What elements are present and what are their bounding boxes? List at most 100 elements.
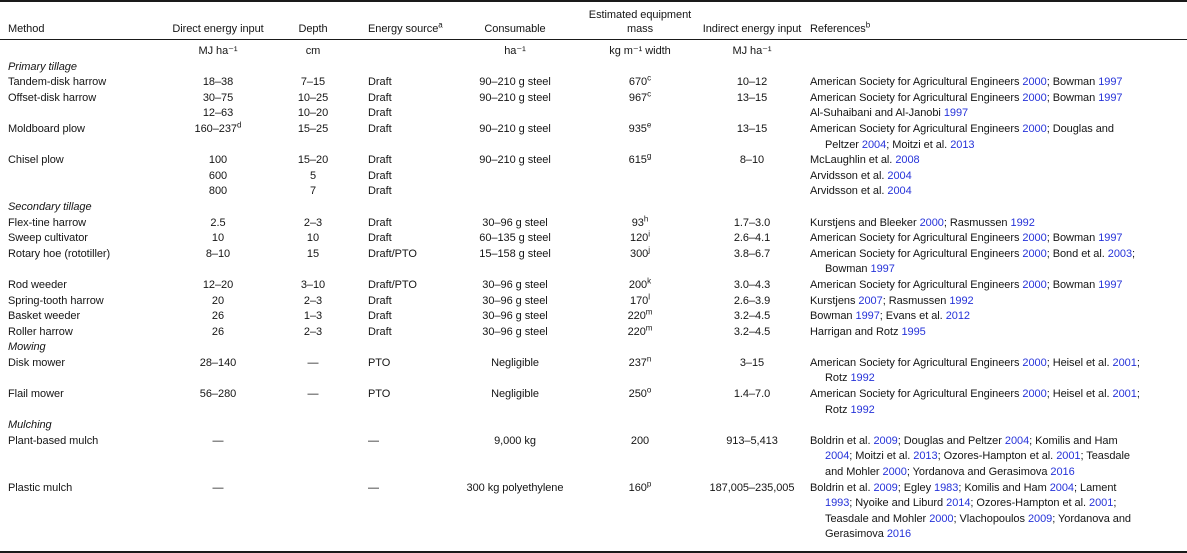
- citation-year-link[interactable]: 2016: [886, 528, 912, 541]
- cell-equipment-mass: 935e: [628, 120, 652, 135]
- citation-year-link[interactable]: 2000: [882, 466, 907, 479]
- cell-consumable: 30–96 g steel: [482, 216, 548, 229]
- citation-year-link[interactable]: 2001: [1089, 497, 1114, 510]
- citation-year-link[interactable]: 2009: [873, 434, 898, 447]
- cell-direct-energy-input: 20: [211, 294, 225, 307]
- cell-consumable: Negligible: [491, 388, 539, 401]
- footnote-marker: o: [646, 385, 652, 395]
- citation-year-link[interactable]: 2000: [1022, 247, 1047, 260]
- citation-year-link[interactable]: 2001: [1056, 450, 1081, 463]
- citation-year-link[interactable]: 1997: [1098, 91, 1123, 104]
- column-header-refs: Referencesb: [810, 19, 871, 35]
- footnote-marker: k: [647, 276, 652, 286]
- citation-year-link[interactable]: 2000: [1022, 76, 1047, 89]
- citation-year-link[interactable]: 2016: [1050, 466, 1075, 479]
- cell-direct-energy-input: 30–75: [202, 91, 234, 104]
- cell-indirect-energy-input: [700, 106, 804, 122]
- citation-year-link[interactable]: 1997: [870, 263, 895, 276]
- citation-year-link[interactable]: 2004: [861, 138, 887, 151]
- column-header-source: Energy sourcea: [368, 19, 443, 35]
- citation-year-link[interactable]: 2000: [1022, 278, 1047, 291]
- citation-year-link[interactable]: 1997: [1098, 232, 1123, 245]
- footnote-marker: i: [648, 229, 650, 239]
- citation-year-link[interactable]: 2004: [1049, 481, 1075, 494]
- citation-year-link[interactable]: 2007: [858, 294, 883, 307]
- cell-depth: 15–25: [297, 122, 329, 135]
- cell-method: Roller harrow: [8, 325, 73, 338]
- cell-direct-energy-input: —: [212, 481, 224, 494]
- citation-year-link[interactable]: 2004: [887, 169, 912, 182]
- citation-year-link[interactable]: 2009: [1027, 512, 1053, 525]
- cell-indirect-energy-input: 8–10: [739, 154, 765, 167]
- citation-year-link[interactable]: 2003: [1107, 247, 1133, 260]
- citation-year-link[interactable]: 1997: [1098, 278, 1123, 291]
- section-title: Secondary tillage: [8, 200, 92, 213]
- cell-depth: 3–10: [300, 278, 326, 291]
- cell-indirect-energy-input: 3–15: [739, 356, 765, 369]
- table-header-row: Method Direct energy input Depth Energy sou…: [0, 0, 1187, 40]
- citation-year-link[interactable]: 2000: [1022, 122, 1047, 135]
- citation-year-link[interactable]: 1992: [949, 294, 974, 307]
- cell-depth: 10–25: [297, 91, 329, 104]
- cell-direct-energy-input: 18–38: [202, 76, 234, 89]
- cell-method: Spring-tooth harrow: [8, 294, 104, 307]
- cell-equipment-mass: 615g: [628, 151, 652, 167]
- cell-references: American Society for Agricultural Engine…: [810, 232, 1123, 245]
- cell-equipment-mass: 967c: [628, 89, 652, 104]
- citation-year-link[interactable]: 1995: [901, 325, 926, 338]
- citation-year-link[interactable]: 1997: [855, 310, 880, 323]
- table-row: Roller harrow 26 2–3 Draft 30–96 g steel 220m…: [0, 323, 1187, 341]
- cell-consumable: [450, 184, 580, 200]
- citation-year-link[interactable]: 2013: [913, 450, 938, 463]
- citation-year-link[interactable]: 1992: [850, 403, 875, 416]
- cell-method: Tandem-disk harrow: [8, 76, 107, 89]
- citation-year-link[interactable]: 2000: [929, 512, 954, 525]
- citation-year-link[interactable]: 2004: [1004, 434, 1030, 447]
- cell-energy-source: Draft: [368, 232, 392, 245]
- column-unit-source: [358, 44, 450, 60]
- citation-year-link[interactable]: 2000: [1022, 232, 1047, 245]
- cell-equipment-mass: [580, 184, 700, 200]
- column-unit-depth: cm: [305, 45, 321, 57]
- citation-year-link[interactable]: 2001: [1112, 356, 1137, 369]
- cell-direct-energy-input: —: [212, 434, 224, 447]
- citation-year-link[interactable]: 2000: [1022, 91, 1047, 104]
- citation-year-link[interactable]: 2012: [945, 310, 970, 323]
- citation-year-link[interactable]: 2014: [946, 497, 971, 510]
- cell-energy-source: PTO: [368, 356, 391, 369]
- cell-equipment-mass: 200: [630, 434, 650, 447]
- cell-equipment-mass: [580, 169, 700, 185]
- citation-year-link[interactable]: 1997: [943, 107, 969, 120]
- citation-year-link[interactable]: 2013: [950, 138, 975, 151]
- cell-references: McLaughlin et al. 2008: [810, 154, 920, 167]
- cell-consumable: 90–210 g steel: [479, 91, 551, 104]
- cell-energy-source: Draft: [368, 107, 392, 120]
- table-row: Offset-disk harrow 30–75 10–25 Draft 90–210 …: [0, 89, 1187, 107]
- table-row: 12–63 10–20 Draft Al-Suhaibani and Al-Janob…: [0, 106, 1187, 122]
- citation-year-link[interactable]: 2004: [887, 185, 912, 198]
- cell-references: Boldrin et al. 2009; Douglas and Peltzer…: [810, 434, 1130, 479]
- citation-year-link[interactable]: 1983: [934, 481, 959, 494]
- footnote-marker: j: [648, 245, 650, 255]
- citation-year-link[interactable]: 2004: [825, 450, 850, 463]
- table-body: Primary tillage Tandem-disk harrow 18–38 7–…: [0, 60, 1187, 543]
- footnote-marker: c: [647, 89, 652, 99]
- cell-equipment-mass: 220m: [627, 323, 653, 338]
- citation-year-link[interactable]: 1993: [825, 497, 850, 510]
- table-row: Spring-tooth harrow 20 2–3 Draft 30–96 g ste…: [0, 292, 1187, 310]
- cell-depth: —: [307, 388, 319, 401]
- column-header-mass: Estimated equipment mass: [588, 9, 692, 35]
- citation-year-link[interactable]: 2000: [1022, 356, 1047, 369]
- citation-year-link[interactable]: 2000: [1022, 388, 1047, 401]
- table-row: Rod weeder 12–20 3–10 Draft/PTO 30–96 g stee…: [0, 276, 1187, 294]
- cell-equipment-mass: 670c: [628, 73, 652, 89]
- citation-year-link[interactable]: 2009: [873, 481, 898, 494]
- cell-consumable: 90–210 g steel: [479, 76, 551, 89]
- citation-year-link[interactable]: 1992: [1010, 216, 1035, 229]
- citation-year-link[interactable]: 1992: [850, 372, 875, 385]
- citation-year-link[interactable]: 1997: [1098, 76, 1123, 89]
- citation-year-link[interactable]: 2000: [919, 216, 944, 229]
- citation-year-link[interactable]: 2008: [895, 154, 920, 167]
- cell-consumable: Negligible: [491, 356, 539, 369]
- citation-year-link[interactable]: 2001: [1112, 388, 1137, 401]
